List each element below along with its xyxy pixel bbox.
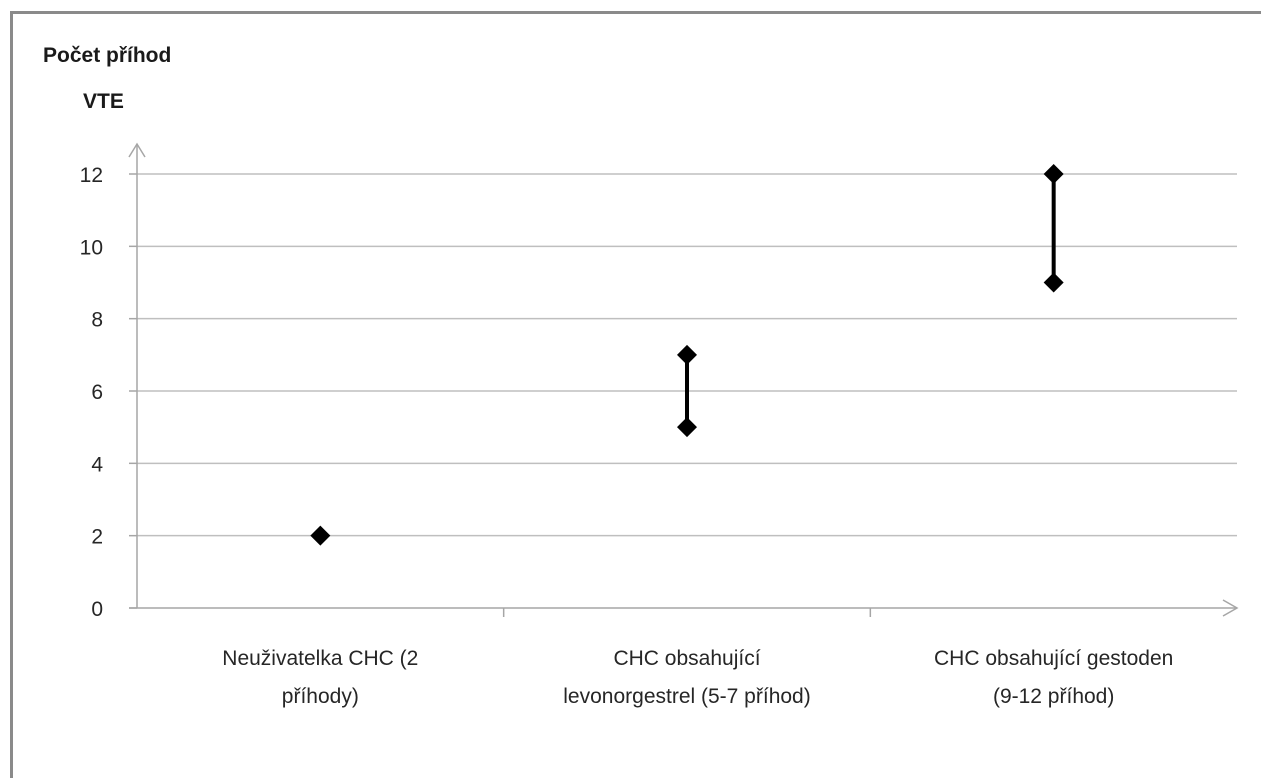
y-tick-label-8: 8 bbox=[91, 309, 103, 332]
y-tick-label-12: 12 bbox=[80, 164, 103, 187]
data-point-2-high bbox=[1043, 164, 1064, 184]
data-point-1-low bbox=[677, 417, 697, 438]
x-category-label-2-line-0: CHC obsahující gestoden bbox=[934, 647, 1173, 670]
y-tick-label-0: 0 bbox=[91, 598, 103, 621]
x-category-label-2-line-1: (9-12 příhod) bbox=[993, 685, 1114, 708]
y-tick-label-6: 6 bbox=[91, 381, 103, 404]
x-category-label-1-line-0: CHC obsahující bbox=[613, 647, 760, 670]
y-axis-title-line1: Počet příhod bbox=[43, 44, 172, 67]
y-tick-label-2: 2 bbox=[91, 526, 103, 549]
x-category-label-1-line-1: levonorgestrel (5-7 příhod) bbox=[563, 685, 810, 708]
data-point-2-low bbox=[1043, 272, 1064, 293]
data-point-1-high bbox=[677, 344, 697, 365]
y-tick-label-10: 10 bbox=[80, 236, 103, 259]
y-tick-label-4: 4 bbox=[91, 453, 103, 476]
y-axis-arrow bbox=[128, 142, 146, 158]
y-axis-title-line2: VTE bbox=[83, 90, 124, 113]
data-point-0-low bbox=[310, 525, 331, 546]
x-category-label-0-line-1: příhody) bbox=[282, 685, 359, 708]
x-category-label-0-line-0: Neuživatelka CHC (2 bbox=[222, 647, 418, 670]
chart-frame bbox=[10, 11, 1261, 778]
x-axis-arrow bbox=[1222, 599, 1239, 617]
